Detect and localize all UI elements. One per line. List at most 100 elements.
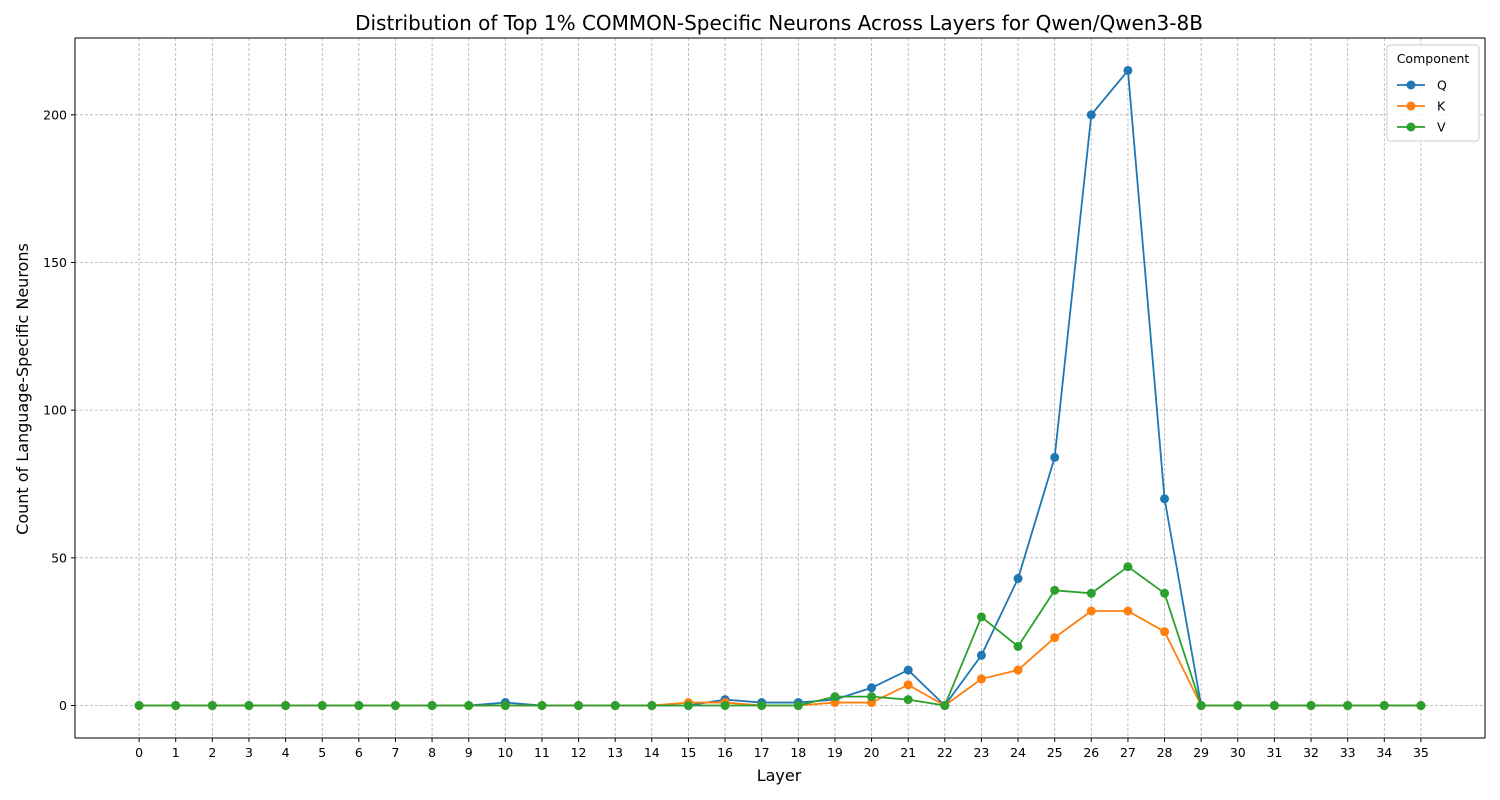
legend-label: V bbox=[1437, 120, 1446, 135]
data-point bbox=[867, 692, 877, 702]
x-tick-label: 24 bbox=[1010, 745, 1026, 760]
data-point bbox=[1013, 641, 1023, 651]
data-point bbox=[1269, 701, 1279, 711]
series-line bbox=[139, 68, 1421, 707]
data-point bbox=[171, 701, 181, 711]
data-point bbox=[1160, 627, 1170, 637]
series-k bbox=[134, 606, 1426, 711]
data-point bbox=[830, 692, 840, 702]
data-point bbox=[1086, 606, 1096, 616]
x-tick-label: 1 bbox=[172, 745, 180, 760]
x-tick-label: 20 bbox=[864, 745, 880, 760]
data-point bbox=[757, 701, 767, 711]
data-point bbox=[940, 701, 950, 711]
x-tick-label: 6 bbox=[355, 745, 363, 760]
data-point bbox=[903, 695, 913, 705]
data-point bbox=[1343, 701, 1353, 711]
data-point bbox=[1050, 585, 1060, 595]
x-tick-label: 18 bbox=[790, 745, 806, 760]
x-tick-label: 7 bbox=[391, 745, 399, 760]
series-group bbox=[134, 65, 1426, 711]
data-point bbox=[1160, 494, 1170, 504]
data-point bbox=[1379, 701, 1389, 711]
legend-marker bbox=[1406, 80, 1416, 90]
data-point bbox=[500, 701, 510, 711]
data-point bbox=[1123, 65, 1133, 75]
x-tick-label: 35 bbox=[1413, 745, 1429, 760]
x-tick-label: 14 bbox=[644, 745, 660, 760]
data-point bbox=[1416, 701, 1426, 711]
data-point bbox=[1086, 588, 1096, 598]
data-point bbox=[1013, 665, 1023, 675]
legend: Component QKV bbox=[1386, 44, 1480, 142]
data-point bbox=[610, 701, 620, 711]
data-point bbox=[464, 701, 474, 711]
y-tick-label: 200 bbox=[43, 107, 67, 122]
x-tick-label: 22 bbox=[937, 745, 953, 760]
data-point bbox=[1013, 574, 1023, 584]
data-point bbox=[207, 701, 217, 711]
data-point bbox=[903, 680, 913, 690]
x-tick-label: 13 bbox=[607, 745, 623, 760]
series-q bbox=[134, 65, 1426, 711]
data-point bbox=[976, 612, 986, 622]
data-point bbox=[1306, 701, 1316, 711]
x-tick-label: 9 bbox=[465, 745, 473, 760]
data-point bbox=[390, 701, 400, 711]
y-tick-label: 150 bbox=[43, 255, 67, 270]
data-point bbox=[976, 674, 986, 684]
x-tick-label: 34 bbox=[1376, 745, 1392, 760]
chart-title: Distribution of Top 1% COMMON-Specific N… bbox=[355, 11, 1203, 35]
data-point bbox=[354, 701, 364, 711]
data-point bbox=[244, 701, 254, 711]
data-point bbox=[903, 665, 913, 675]
data-point bbox=[1123, 606, 1133, 616]
data-point bbox=[976, 650, 986, 660]
x-tick-label: 2 bbox=[208, 745, 216, 760]
data-point bbox=[1086, 110, 1096, 120]
x-tick-label: 8 bbox=[428, 745, 436, 760]
x-tick-label: 30 bbox=[1230, 745, 1246, 760]
data-point bbox=[427, 701, 437, 711]
x-tick-label: 29 bbox=[1193, 745, 1209, 760]
data-point bbox=[317, 701, 327, 711]
data-point bbox=[1050, 633, 1060, 643]
x-tick-label: 5 bbox=[318, 745, 326, 760]
series-line bbox=[139, 565, 1421, 707]
x-tick-label: 11 bbox=[534, 745, 550, 760]
x-tick-label: 16 bbox=[717, 745, 733, 760]
legend-marker bbox=[1406, 122, 1416, 132]
grid bbox=[75, 38, 1485, 738]
legend-label: Q bbox=[1437, 78, 1447, 93]
x-tick-label: 32 bbox=[1303, 745, 1319, 760]
x-tick-label: 21 bbox=[900, 745, 916, 760]
x-tick-label: 33 bbox=[1340, 745, 1356, 760]
data-point bbox=[1050, 452, 1060, 462]
legend-label: K bbox=[1437, 99, 1446, 114]
data-point bbox=[683, 701, 693, 711]
x-tick-label: 17 bbox=[754, 745, 770, 760]
axis-ticks: 0 1 2 3 4 5 6 7 8 9 10 11 12 13 14 15 16 17 18 19 20 21 22 23 24… bbox=[43, 107, 1429, 760]
data-point bbox=[1160, 588, 1170, 598]
data-point bbox=[537, 701, 547, 711]
data-point bbox=[1123, 562, 1133, 572]
x-tick-label: 23 bbox=[973, 745, 989, 760]
plot-frame bbox=[74, 37, 1486, 739]
data-point bbox=[1233, 701, 1243, 711]
x-tick-label: 3 bbox=[245, 745, 253, 760]
legend-item-k: K bbox=[1397, 99, 1446, 114]
y-tick-label: 100 bbox=[43, 403, 67, 418]
x-tick-label: 0 bbox=[135, 745, 143, 760]
data-point bbox=[281, 701, 291, 711]
legend-item-v: V bbox=[1397, 120, 1446, 135]
data-point bbox=[647, 701, 657, 711]
y-tick-label: 0 bbox=[59, 698, 67, 713]
x-tick-label: 26 bbox=[1083, 745, 1099, 760]
x-tick-label: 28 bbox=[1157, 745, 1173, 760]
legend-marker bbox=[1406, 101, 1416, 111]
series-line bbox=[139, 610, 1421, 707]
y-axis-label: Count of Language-Specific Neurons bbox=[13, 243, 32, 535]
series-v bbox=[134, 562, 1426, 711]
